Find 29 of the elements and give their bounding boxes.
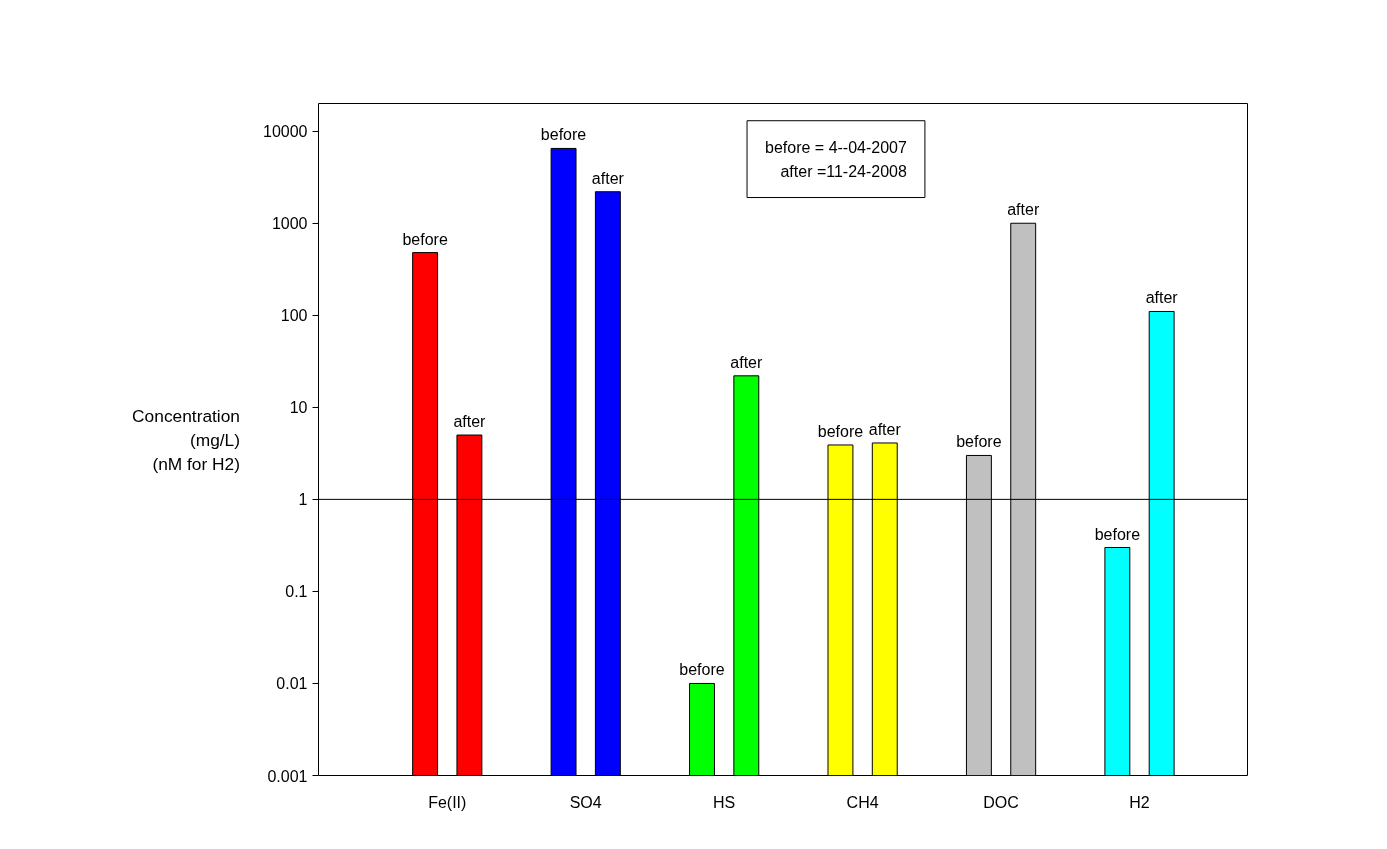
text: before: [540, 126, 587, 144]
text: after: [1145, 289, 1178, 307]
y-tick-label: 100: [280, 307, 308, 325]
text: before: [817, 422, 864, 440]
text: after: [453, 413, 486, 431]
x-tick-label: HS: [713, 793, 736, 811]
x-tick-label: H2: [1129, 793, 1150, 811]
x-tick-label: CH4: [846, 793, 879, 811]
y-tick-label: 10000: [263, 123, 308, 141]
annotation: after =11-24-2008: [780, 162, 908, 180]
y-tick-label: 0.001: [267, 767, 308, 785]
y-tick-label: 10: [289, 399, 308, 417]
series-label: before: [679, 661, 725, 679]
y-tick-label: 0.01: [276, 675, 308, 693]
text: before: [1094, 525, 1141, 543]
y-tick-label: 1000: [271, 215, 308, 233]
y-tick-label: 0.1: [285, 583, 308, 601]
text: before: [956, 433, 1002, 451]
text: before: [402, 230, 448, 248]
annotation: before = 4--04-2007: [765, 138, 908, 156]
text: after: [868, 420, 901, 438]
text: after: [730, 353, 763, 371]
y-tick-label: 1: [298, 491, 308, 509]
text: after: [1007, 201, 1040, 219]
x-tick-label: DOC: [983, 793, 1019, 811]
x-tick-label: SO4: [569, 793, 602, 811]
y-axis-title: Concentration (mg/L) (nM for H2): [132, 405, 241, 474]
series-label: after: [591, 169, 625, 187]
x-tick-label: Fe(II): [428, 793, 467, 811]
